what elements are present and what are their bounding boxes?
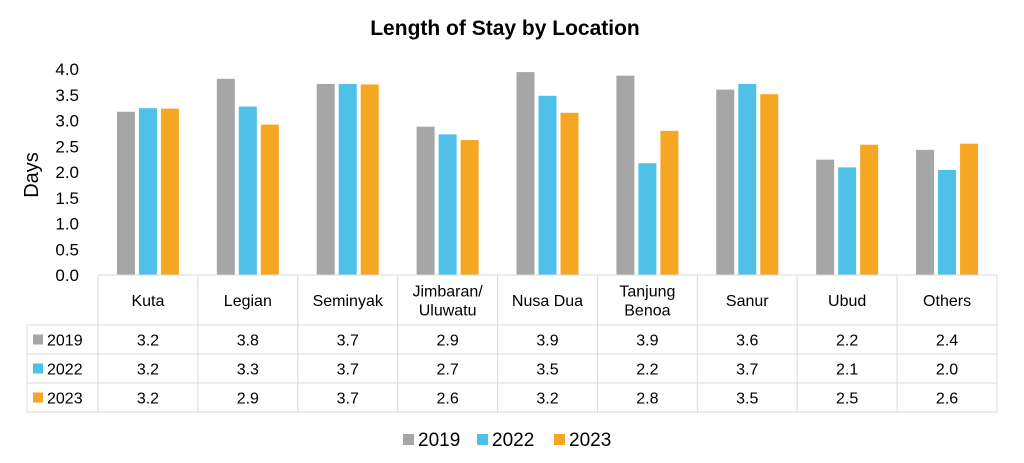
table-series-key-2022 (33, 363, 43, 374)
y-tick-label: 3.5 (55, 86, 79, 105)
y-axis: 0.0 0.5 1.0 1.5 2.0 2.5 3.0 3.5 4.0 (55, 60, 79, 285)
y-tick-label: 0.5 (55, 240, 79, 259)
data-label: 2.6 (436, 391, 458, 408)
bar-2023-6 (760, 94, 779, 275)
y-axis-label: Days (21, 152, 43, 198)
bar-2022-1 (238, 106, 257, 275)
data-label: 2.4 (936, 333, 958, 350)
bar-2019-8 (916, 149, 935, 275)
data-label: 2.5 (836, 391, 858, 408)
y-tick-label: 1.5 (55, 189, 79, 208)
bar-2019-1 (216, 78, 235, 275)
bar-2023-1 (260, 124, 279, 276)
data-label: 3.7 (736, 362, 758, 379)
category-label: Kuta (131, 293, 164, 310)
bar-2023-7 (860, 144, 879, 275)
bar-2019-2 (316, 83, 335, 275)
bar-2019-0 (116, 111, 135, 276)
bar-2023-4 (560, 112, 579, 276)
y-tick-label: 1.0 (55, 215, 79, 234)
bar-2023-3 (460, 140, 479, 275)
y-tick-label: 0.0 (55, 266, 79, 285)
data-label: 2.9 (436, 333, 458, 350)
y-tick-label: 3.0 (55, 112, 79, 131)
bar-2019-5 (616, 75, 635, 275)
legend-key-2019 (403, 434, 414, 445)
bar-2019-4 (516, 72, 535, 275)
chart-title: Length of Stay by Location (370, 17, 640, 40)
bar-2019-3 (416, 126, 435, 276)
category-label: Tanjung Benoa (619, 284, 675, 320)
data-label: 2.7 (436, 362, 458, 379)
bar-2023-8 (960, 143, 979, 275)
data-label: 3.5 (736, 391, 758, 408)
data-table: Kuta Legian Seminyak Jimbaran/Uluwatu Nusa D… (26, 274, 998, 413)
table-series-label: 2022 (47, 362, 83, 379)
data-label: 2.0 (936, 362, 958, 379)
legend: 2019 2022 2023 (403, 430, 611, 451)
bar-2019-6 (716, 89, 735, 275)
data-label: 2.9 (237, 391, 259, 408)
data-label: 3.6 (736, 333, 758, 350)
bar-2022-8 (938, 169, 957, 275)
data-label: 3.7 (337, 333, 359, 350)
y-tick-label: 2.5 (55, 137, 79, 156)
bars-group (116, 72, 979, 276)
y-tick-label: 2.0 (55, 163, 79, 182)
data-label: 3.2 (137, 333, 159, 350)
data-label: 3.9 (636, 333, 658, 350)
data-label: 3.7 (337, 362, 359, 379)
category-label: Sanur (726, 293, 769, 310)
bar-2022-6 (738, 83, 757, 275)
table-series-label: 2023 (47, 391, 83, 408)
data-label: 3.8 (237, 333, 259, 350)
data-label: 2.2 (836, 333, 858, 350)
table-series-label: 2019 (47, 333, 83, 350)
bar-2022-0 (138, 108, 157, 275)
table-series-key-2023 (33, 392, 43, 403)
bar-2022-3 (438, 134, 457, 275)
bar-2023-0 (160, 108, 179, 275)
data-label: 3.2 (536, 391, 558, 408)
data-label: 2.8 (636, 391, 658, 408)
y-tick-label: 4.0 (55, 60, 79, 79)
data-label: 3.2 (137, 391, 159, 408)
category-label: Others (923, 293, 971, 310)
data-label: 3.3 (237, 362, 259, 379)
data-label: 2.2 (636, 362, 658, 379)
category-label: Ubud (828, 293, 866, 310)
data-label: 2.1 (836, 362, 858, 379)
data-label: 2.6 (936, 391, 958, 408)
bar-2022-4 (538, 95, 557, 275)
bar-2019-7 (816, 159, 835, 275)
table-series-key-2019 (33, 334, 43, 345)
bar-2023-2 (360, 84, 379, 275)
bar-2023-5 (660, 130, 679, 275)
category-label: Nusa Dua (512, 293, 583, 310)
data-label: 3.7 (337, 391, 359, 408)
legend-label: 2022 (492, 430, 534, 451)
bar-2022-5 (638, 163, 657, 275)
category-label: Seminyak (313, 293, 384, 310)
data-label: 3.5 (536, 362, 558, 379)
legend-key-2023 (554, 434, 565, 445)
legend-label: 2019 (418, 430, 460, 451)
bar-2022-7 (838, 167, 857, 275)
legend-key-2022 (477, 434, 488, 445)
data-label: 3.2 (137, 362, 159, 379)
legend-label: 2023 (569, 430, 611, 451)
category-label: Legian (224, 293, 272, 310)
category-label: Jimbaran/Uluwatu (412, 284, 483, 320)
data-label: 3.9 (536, 333, 558, 350)
bar-2022-2 (338, 83, 357, 275)
